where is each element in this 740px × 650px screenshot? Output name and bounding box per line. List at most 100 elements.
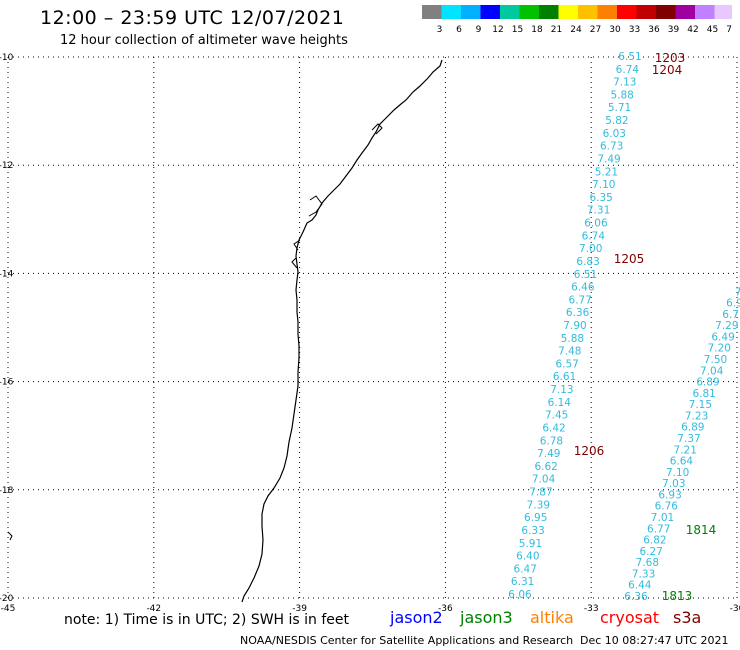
wave-height-value: 6.89 (696, 377, 719, 389)
wave-height-value: 6.42 (542, 422, 565, 434)
wave-height-value: 7.03 (662, 478, 685, 490)
wave-height-value: 7.15 (689, 399, 712, 411)
scale-label: 3 (437, 25, 443, 35)
wave-height-value: 7.10 (666, 467, 689, 479)
wave-height-value: 6.49 (711, 331, 734, 343)
wave-height-value: 6.77 (569, 294, 592, 306)
scale-swatch (422, 5, 442, 19)
scale-swatch (558, 5, 578, 19)
lat-tick-label: -14 (0, 269, 14, 279)
timestamp-text: Dec 10 08:27:47 UTC 2021 (580, 634, 729, 647)
scale-swatch (539, 5, 559, 19)
wave-height-value: 7.04 (700, 365, 724, 377)
scale-swatch (675, 5, 695, 19)
wave-height-value: 6.9 (726, 298, 740, 310)
wave-height-value: 6.73 (600, 141, 623, 153)
wave-height-value: 7.68 (636, 557, 659, 569)
scale-swatch (714, 5, 732, 19)
pass-time-label: 1203 (655, 51, 686, 65)
scale-swatch (500, 5, 520, 19)
wave-height-value: 6.83 (576, 256, 599, 268)
wave-height-value: 7.49 (597, 153, 620, 165)
scale-label: 30 (609, 25, 621, 35)
scale-swatch (636, 5, 656, 19)
wave-height-value: 5.82 (605, 115, 628, 127)
legend-altika: altika (530, 608, 574, 627)
scale-label: 70 (726, 25, 732, 35)
wave-height-value: 7.13 (550, 384, 573, 396)
lat-tick-label: -20 (0, 594, 14, 604)
scale-label: 12 (492, 25, 503, 35)
wave-height-value: 5.71 (608, 102, 631, 114)
wave-height-value: 6.51 (574, 269, 597, 281)
wave-height-value: 7 (739, 275, 740, 287)
wave-height-value: 6.82 (643, 535, 666, 547)
wave-height-value: 6.35 (589, 192, 612, 204)
scale-swatch (597, 5, 617, 19)
scale-swatch (578, 5, 598, 19)
wave-height-value: 5.88 (610, 89, 633, 101)
wave-height-value: 7.50 (704, 354, 727, 366)
lon-tick-label: -42 (146, 604, 161, 614)
wave-height-value: 6.77 (647, 523, 670, 535)
scale-label: 24 (570, 25, 582, 35)
scale-label: 27 (590, 25, 601, 35)
scale-label: 18 (531, 25, 543, 35)
wave-height-value: 7.23 (685, 410, 708, 422)
wave-height-value: 7.01 (651, 512, 674, 524)
wave-height-value: 6.74 (616, 64, 640, 76)
wave-height-value: 6.51 (618, 51, 641, 63)
wave-height-value: 6.64 (670, 456, 694, 468)
footnote: note: 1) Time is in UTC; 2) SWH is in fe… (64, 612, 350, 628)
pass-time-label: 1814 (686, 523, 717, 537)
scale-label: 33 (629, 25, 640, 35)
wave-height-value: 7.37 (677, 433, 700, 445)
scale-label: 36 (648, 25, 660, 35)
lat-tick-label: -10 (0, 53, 14, 63)
wave-height-value: 6.78 (540, 435, 563, 447)
wave-height-value: 7.39 (527, 499, 550, 511)
scale-swatch (461, 5, 481, 19)
map-subtitle: 12 hour collection of altimeter wave hei… (60, 33, 348, 48)
lon-tick-label: -30 (730, 604, 740, 614)
scale-label: 6 (456, 25, 462, 35)
scale-label: 9 (476, 25, 482, 35)
pass-time-label: 1206 (574, 444, 605, 458)
pass-time-label: 1205 (614, 252, 645, 266)
scale-swatch (695, 5, 715, 19)
wave-height-value: 6.81 (692, 388, 715, 400)
credit-text: NOAA/NESDIS Center for Satellite Applica… (240, 634, 574, 647)
wave-height-value: 7.20 (708, 343, 731, 355)
wave-height-labels: 6.516.747.135.885.715.826.036.737.495.21… (508, 51, 740, 603)
coastline (241, 59, 443, 603)
lon-tick-label: -33 (584, 604, 599, 614)
wave-height-value: 6.61 (553, 371, 576, 383)
coastline-bay-detail (7, 123, 383, 541)
wave-height-value: 5.91 (519, 538, 542, 550)
wave-height-value: 7.90 (563, 320, 586, 332)
lon-tick-label: -45 (1, 604, 16, 614)
wave-height-value: 6.36 (566, 307, 590, 319)
wave-height-value: 7.33 (632, 568, 655, 580)
wave-height-value: 7.45 (545, 410, 568, 422)
wave-height-value: 6.14 (548, 397, 572, 409)
wave-height-value: 6.36 (624, 591, 648, 603)
scale-swatch (656, 5, 676, 19)
lon-tick-label: -39 (292, 604, 307, 614)
map-grid (7, 56, 738, 599)
scale-label: 21 (551, 25, 562, 35)
lat-tick-label: -16 (0, 378, 14, 388)
wave-height-value: 7.49 (537, 448, 560, 460)
wave-height-value: 6.06 (584, 218, 608, 230)
wave-height-value: 6.47 (514, 563, 537, 575)
legend-jason3: jason3 (460, 608, 513, 627)
wave-height-value: 6.31 (511, 576, 534, 588)
wave-height-value: 6.89 (681, 422, 704, 434)
wave-height-value: 6.33 (521, 525, 544, 537)
scale-swatch (617, 5, 637, 19)
wave-height-value: 6.03 (603, 128, 626, 140)
wave-height-value: 6.44 (628, 580, 652, 592)
wave-height-value: 5.21 (595, 166, 618, 178)
wave-height-value: 6.46 (571, 282, 595, 294)
wave-height-value: 7.31 (587, 205, 610, 217)
